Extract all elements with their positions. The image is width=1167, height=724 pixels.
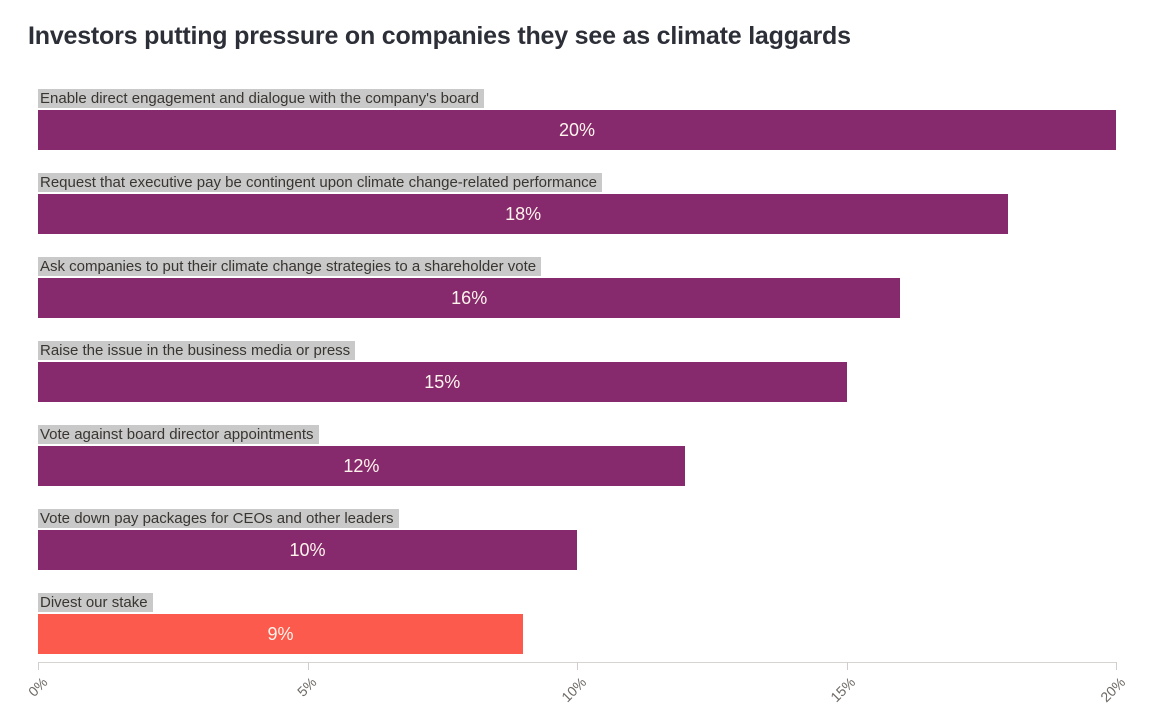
bar-value-label: 20% (558, 119, 596, 140)
category-label-wrap: Raise the issue in the business media or… (38, 341, 1116, 362)
category-label: Request that executive pay be contingent… (38, 173, 603, 192)
bar: 12% (38, 446, 685, 486)
category-label: Divest our stake (38, 593, 153, 612)
bar-row: Enable direct engagement and dialogue wi… (38, 89, 1116, 150)
category-label-wrap: Ask companies to put their climate chang… (38, 257, 1116, 278)
x-axis-tick-label: 15% (827, 674, 859, 706)
bar-row: Request that executive pay be contingent… (38, 173, 1116, 234)
x-axis-tick-label: 10% (558, 674, 590, 706)
x-axis-tick-label: 20% (1097, 674, 1129, 706)
category-label-wrap: Request that executive pay be contingent… (38, 173, 1116, 194)
bar-rows: Enable direct engagement and dialogue wi… (38, 89, 1116, 654)
category-label: Raise the issue in the business media or… (38, 341, 356, 360)
bar: 20% (38, 110, 1116, 150)
x-axis-tick-label: 0% (24, 674, 51, 700)
bar-row: Ask companies to put their climate chang… (38, 257, 1116, 318)
bar: 10% (38, 530, 577, 570)
category-label: Enable direct engagement and dialogue wi… (38, 89, 484, 108)
bar-value-label: 18% (505, 203, 542, 224)
bar-row: Vote against board director appointments… (38, 425, 1116, 486)
bar-row: Divest our stake 9% (38, 593, 1116, 654)
x-axis-tick: 15% (828, 662, 859, 705)
bar-row: Vote down pay packages for CEOs and othe… (38, 509, 1116, 570)
bar-chart: Enable direct engagement and dialogue wi… (25, 89, 1128, 715)
bar-value-label: 9% (267, 623, 294, 644)
category-label-wrap: Enable direct engagement and dialogue wi… (38, 89, 1116, 110)
category-label: Ask companies to put their climate chang… (38, 257, 542, 276)
bar-value-label: 12% (343, 455, 380, 476)
bar: 9% (38, 614, 524, 654)
category-label-wrap: Vote down pay packages for CEOs and othe… (38, 509, 1116, 530)
x-axis: 0% 5% 10% 15% 20% (25, 662, 1128, 715)
x-axis-tick-label: 5% (294, 674, 320, 700)
bar: 15% (38, 362, 847, 402)
chart-title: Investors putting pressure on companies … (28, 22, 851, 50)
x-axis-tick: 5% (294, 662, 320, 700)
category-label-wrap: Vote against board director appointments (38, 425, 1116, 446)
bar-value-label: 10% (289, 539, 326, 560)
x-axis-tick: 0% (25, 662, 50, 700)
bar-value-label: 16% (451, 287, 488, 308)
bar-value-label: 15% (424, 371, 461, 392)
bar: 16% (38, 278, 901, 318)
category-label: Vote against board director appointments (38, 425, 319, 444)
category-label: Vote down pay packages for CEOs and othe… (38, 509, 399, 528)
bar: 18% (38, 194, 1009, 234)
bar-row: Raise the issue in the business media or… (38, 341, 1116, 402)
category-label-wrap: Divest our stake (38, 593, 1116, 614)
x-axis-tick: 20% (1097, 662, 1128, 705)
x-axis-tick: 10% (558, 662, 589, 705)
